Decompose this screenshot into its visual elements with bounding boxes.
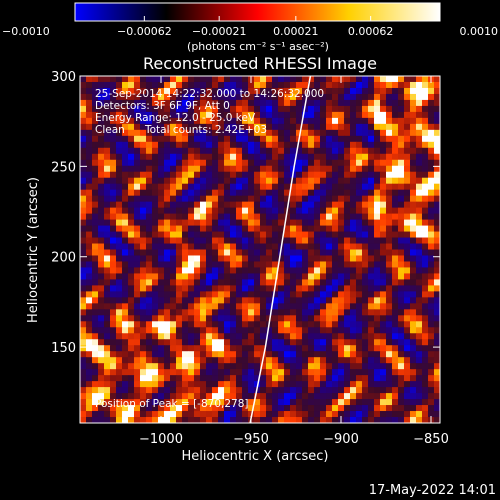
colorbar-unit-label: (photons cm⁻² s⁻¹ asec⁻²) [187,40,329,53]
plot-area: −1000 −950 −900 −850 150 200 250 300 [51,70,449,447]
colorbar-tick-label: 0.0010 [460,25,499,38]
colorbar-tick-label: −0.00062 [117,25,172,38]
y-tick-label: 250 [51,160,76,175]
x-tick-label: −900 [323,432,359,447]
y-axis-ticks: 150 200 250 300 [51,70,440,356]
energy-range-label: Energy Range: 12.0 - 25.0 keV [95,112,256,124]
solar-limb-curve [249,76,312,423]
y-tick-label: 150 [51,341,76,356]
y-tick-label: 200 [51,251,76,266]
plot-frame [79,75,441,424]
time-range-label: 25-Sep-2014 14:22:32.000 to 14:26:32.000 [95,88,324,100]
chart-title: Reconstructed RHESSI Image [143,54,377,73]
method-label: Clean [95,124,125,136]
colorbar-tick-label: 0.00021 [273,25,319,38]
colorbar-gradient [74,2,441,22]
x-tick-label: −1000 [139,432,183,447]
colorbar-ticks: −0.0010 −0.00062 −0.00021 0.00021 0.00062 0.0… [2,16,498,38]
colorbar-tick-label: 0.00062 [348,25,394,38]
colorbar: −0.0010 −0.00062 −0.00021 0.00021 0.00062 0.0… [2,2,498,53]
x-axis-ticks: −1000 −950 −900 −850 [139,76,449,447]
y-axis-label: Heliocentric Y (arcsec) [26,177,41,323]
x-tick-label: −850 [413,432,449,447]
colorbar-tick-label: −0.00021 [192,25,247,38]
info-annotations: 25-Sep-2014 14:22:32.000 to 14:26:32.000… [95,88,324,410]
colorbar-tick-label: −0.0010 [2,25,50,38]
y-tick-label: 300 [51,70,76,85]
detectors-label: Detectors: 3F 6F 9F, Att 0 [95,100,230,112]
footer-timestamp: 17-May-2022 14:01 [369,483,496,498]
x-axis-label: Heliocentric X (arcsec) [182,449,329,464]
peak-position-label: Position of Peak = [-870,278] [95,398,249,410]
total-counts-label: Total counts: 2.42E+03 [144,124,267,136]
heatmap-cells [80,76,440,423]
x-tick-label: −950 [233,432,269,447]
